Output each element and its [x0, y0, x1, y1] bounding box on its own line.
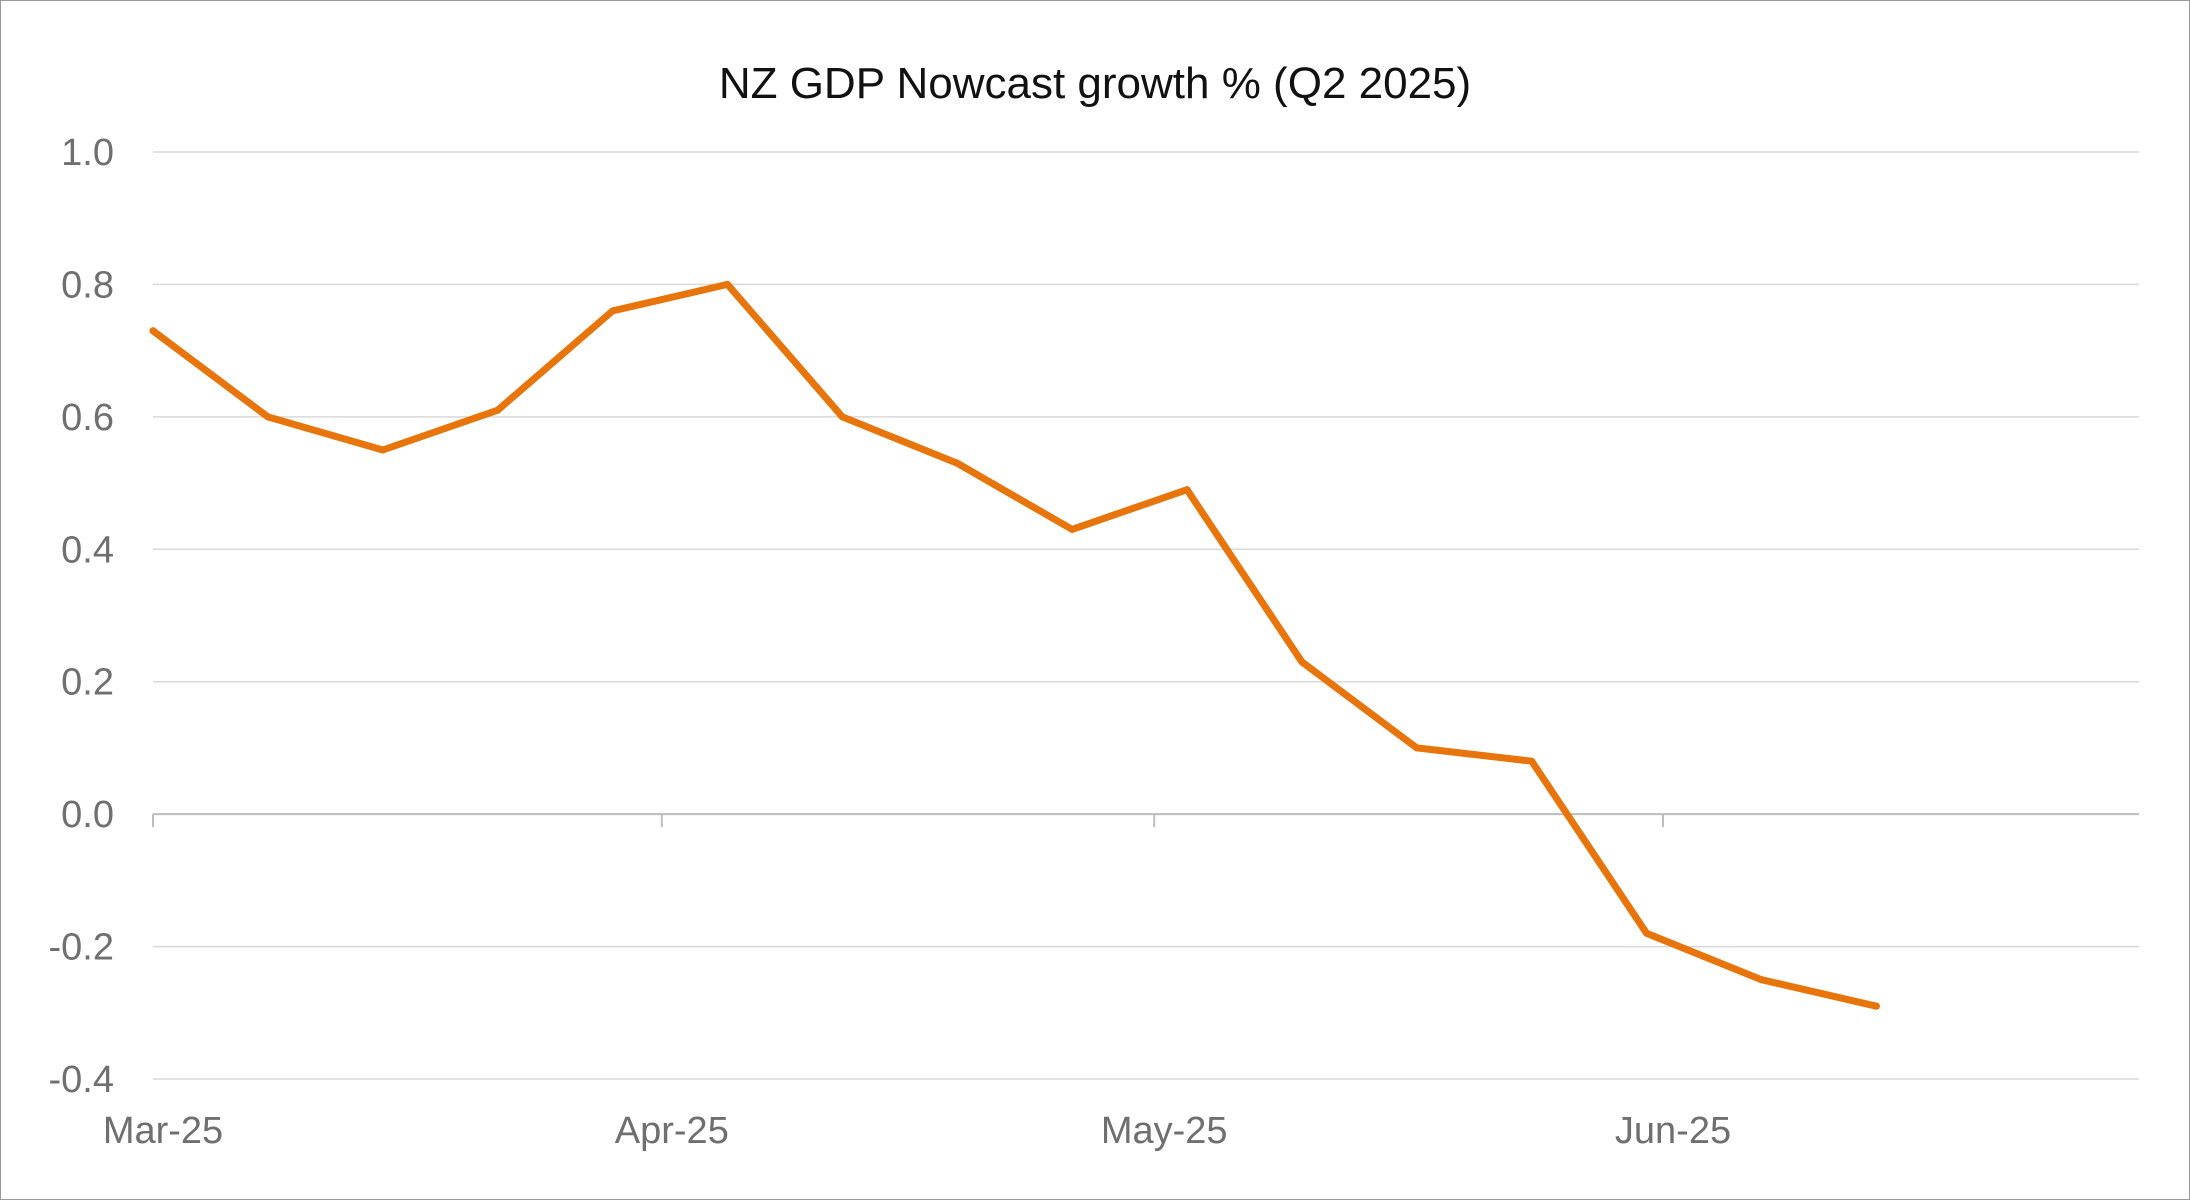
data-point [1757, 976, 1765, 984]
x-tick-label: Mar-25 [103, 1110, 223, 1152]
y-tick-label: 0.6 [61, 397, 114, 439]
y-tick-label: 0.8 [61, 264, 114, 306]
x-tick-label: May-25 [1101, 1110, 1228, 1152]
data-point [609, 307, 617, 315]
data-point [494, 406, 502, 414]
x-tick-label: Apr-25 [615, 1110, 729, 1152]
y-axis: 1.0 0.8 0.6 0.4 0.2 0.0 -0.2 -0.4 [49, 132, 114, 1101]
x-tick-label: Jun-25 [1615, 1110, 1731, 1152]
y-tick-label: 0.2 [61, 662, 114, 704]
y-tick-label: 1.0 [61, 132, 114, 174]
series-line [149, 280, 1880, 1010]
data-point [1068, 525, 1076, 533]
y-tick-label: 0.0 [61, 794, 114, 836]
data-point [1643, 929, 1651, 937]
data-point [1298, 658, 1306, 666]
data-point [723, 280, 731, 288]
chart-title: NZ GDP Nowcast growth % (Q2 2025) [719, 59, 1471, 108]
x-axis: Mar-25 Apr-25 May-25 Jun-25 [103, 814, 1731, 1152]
gridlines [153, 151, 2139, 1080]
y-tick-label: 0.4 [61, 529, 114, 571]
data-point [953, 459, 961, 467]
data-point [149, 327, 157, 335]
data-point [1183, 486, 1191, 494]
data-point [1413, 744, 1421, 752]
data-point [838, 413, 846, 421]
data-point [1528, 757, 1536, 765]
y-tick-label: -0.4 [49, 1059, 114, 1101]
y-tick-label: -0.2 [49, 927, 114, 969]
data-point [1872, 1002, 1880, 1010]
data-point [264, 413, 272, 421]
data-point [379, 446, 387, 454]
series-layer [149, 280, 1880, 1010]
